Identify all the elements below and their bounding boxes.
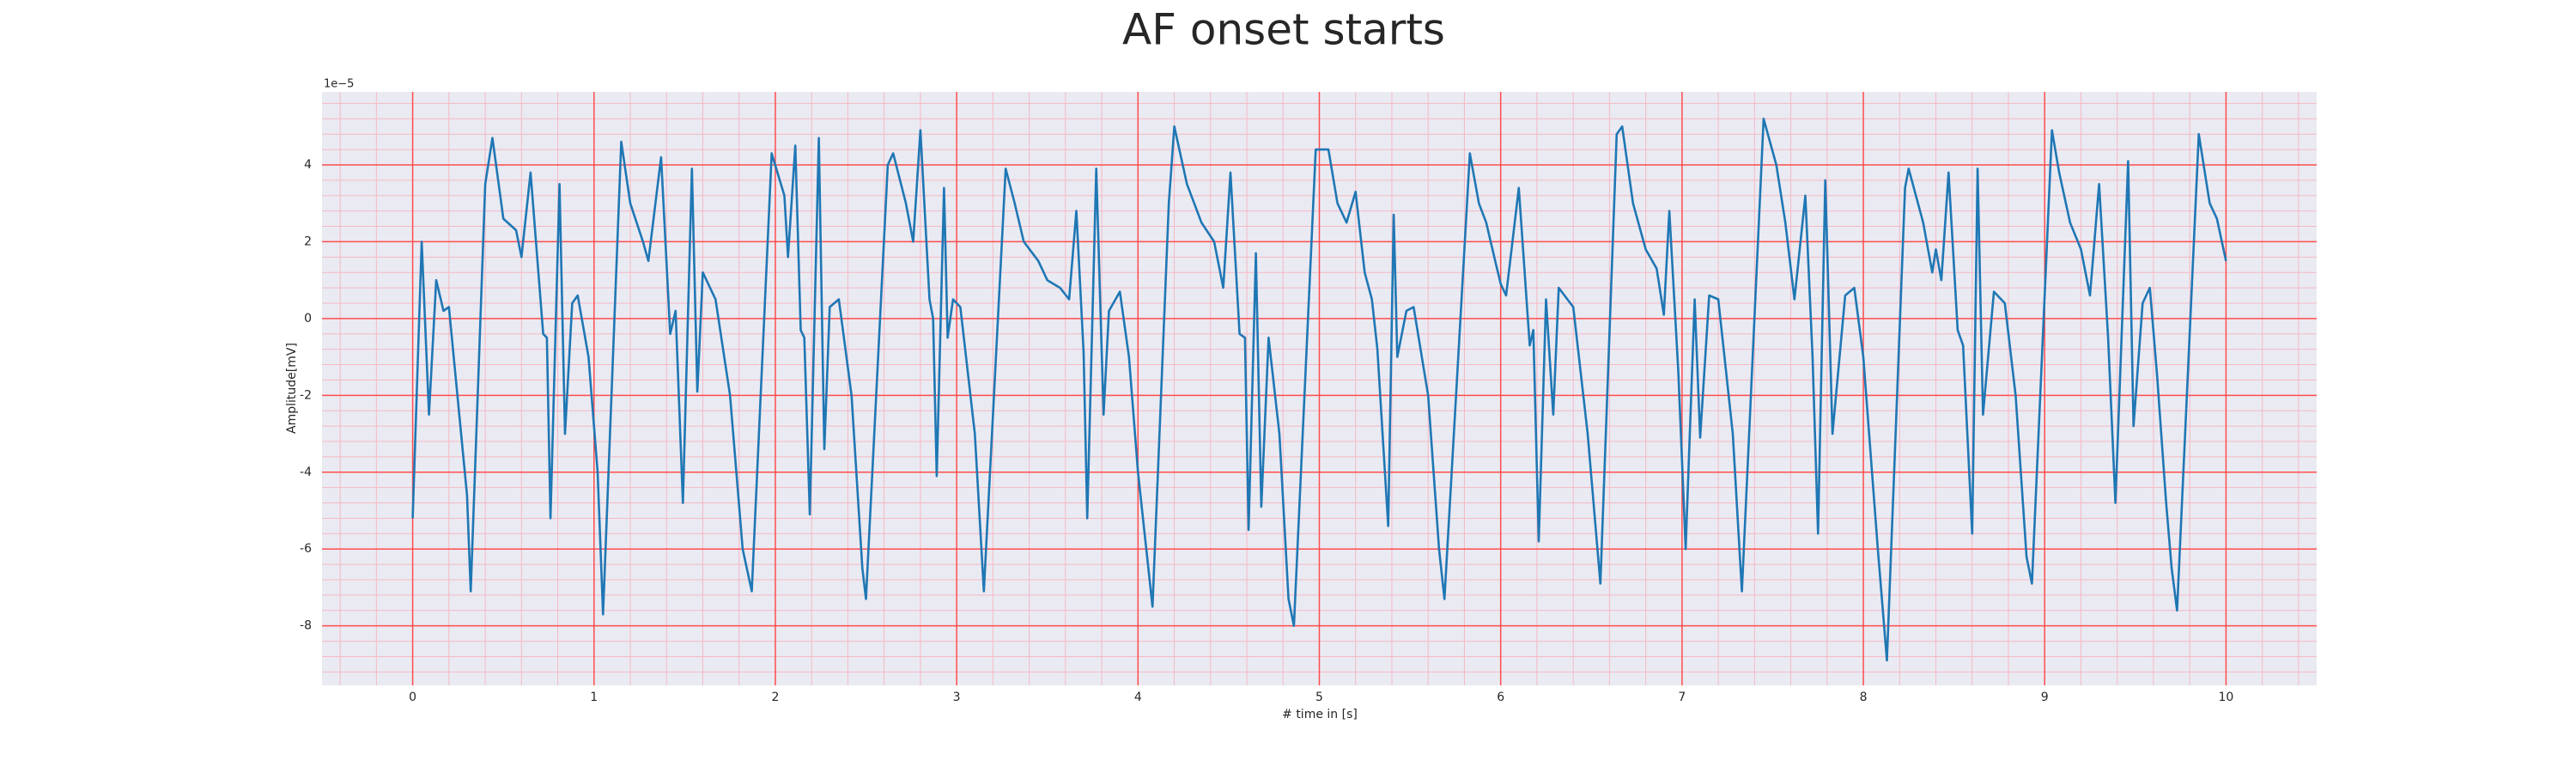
x-tick-label: 8	[1860, 691, 1868, 704]
y-tick-label: -4	[300, 466, 312, 479]
x-tick-label: 2	[771, 691, 779, 704]
line-series	[411, 118, 2227, 662]
y-tick-label: 2	[304, 234, 312, 248]
y-tick-label: 4	[304, 158, 312, 172]
y-axis-label: Amplitude[mV]	[285, 343, 299, 434]
x-tick-label: 3	[953, 691, 961, 704]
y-tick-label: -6	[300, 542, 312, 556]
x-tick-label: 10	[2218, 691, 2233, 704]
x-axis-label: # time in [s]	[1282, 708, 1358, 721]
x-tick-label: 0	[409, 691, 416, 704]
x-tick-label: 5	[1315, 691, 1323, 704]
y-tick-label: 0	[304, 312, 312, 326]
chart-title: AF onset starts	[1122, 5, 1445, 55]
x-tick-label: 9	[2041, 691, 2049, 704]
y-offset-label: 1e−5	[324, 78, 354, 91]
y-tick-label: -8	[300, 619, 312, 633]
x-tick-label: 1	[590, 691, 598, 704]
x-tick-label: 6	[1497, 691, 1504, 704]
x-tick-label: 7	[1678, 691, 1686, 704]
x-tick-label: 4	[1134, 691, 1142, 704]
y-tick-label: -2	[300, 388, 312, 402]
